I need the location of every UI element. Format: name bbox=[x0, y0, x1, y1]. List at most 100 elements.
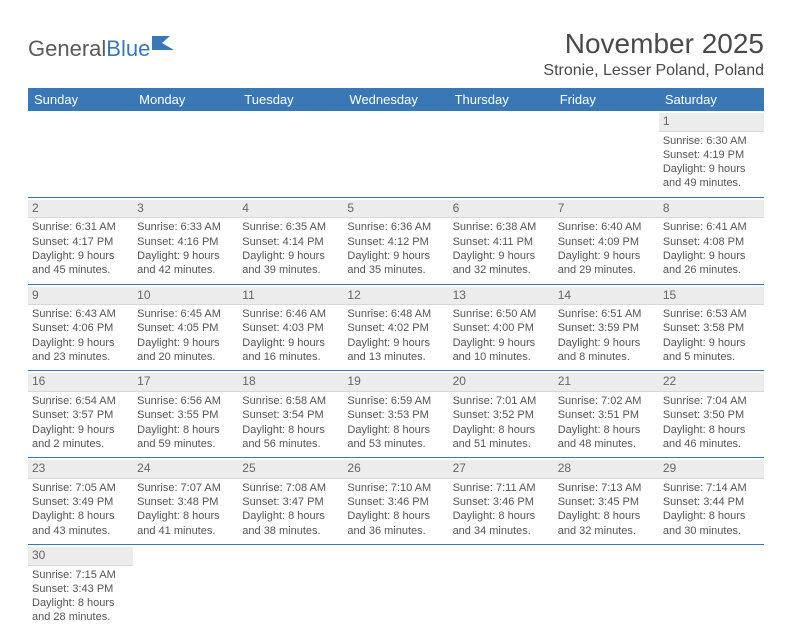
daylight-text: Daylight: 9 hours bbox=[663, 249, 760, 263]
sunset-text: Sunset: 3:45 PM bbox=[558, 495, 655, 509]
sunrise-text: Sunrise: 7:14 AM bbox=[663, 481, 760, 495]
calendar-day-cell: 21Sunrise: 7:02 AMSunset: 3:51 PMDayligh… bbox=[554, 371, 659, 458]
day-number: 9 bbox=[28, 287, 133, 306]
calendar-day-cell: 24Sunrise: 7:07 AMSunset: 3:48 PMDayligh… bbox=[133, 458, 238, 545]
sunset-text: Sunset: 4:08 PM bbox=[663, 235, 760, 249]
daylight-text: and 51 minutes. bbox=[453, 437, 550, 451]
day-number: 7 bbox=[554, 200, 659, 219]
sunset-text: Sunset: 3:43 PM bbox=[32, 582, 129, 596]
day-number: 29 bbox=[659, 460, 764, 479]
calendar-day-cell: 10Sunrise: 6:45 AMSunset: 4:05 PMDayligh… bbox=[133, 284, 238, 371]
daylight-text: Daylight: 9 hours bbox=[663, 162, 760, 176]
weekday-header: Sunday bbox=[28, 88, 133, 111]
daylight-text: Daylight: 9 hours bbox=[32, 249, 129, 263]
sunset-text: Sunset: 4:11 PM bbox=[453, 235, 550, 249]
daylight-text: and 34 minutes. bbox=[453, 524, 550, 538]
weekday-header: Friday bbox=[554, 88, 659, 111]
day-number: 22 bbox=[659, 373, 764, 392]
calendar-week-row: 2Sunrise: 6:31 AMSunset: 4:17 PMDaylight… bbox=[28, 197, 764, 284]
day-number: 2 bbox=[28, 200, 133, 219]
daylight-text: Daylight: 8 hours bbox=[137, 423, 234, 437]
daylight-text: Daylight: 9 hours bbox=[453, 249, 550, 263]
daylight-text: Daylight: 8 hours bbox=[347, 509, 444, 523]
daylight-text: Daylight: 8 hours bbox=[558, 509, 655, 523]
sunrise-text: Sunrise: 6:53 AM bbox=[663, 307, 760, 321]
sunrise-text: Sunrise: 6:59 AM bbox=[347, 394, 444, 408]
daylight-text: Daylight: 9 hours bbox=[242, 336, 339, 350]
daylight-text: and 32 minutes. bbox=[453, 263, 550, 277]
sunrise-text: Sunrise: 6:31 AM bbox=[32, 220, 129, 234]
daylight-text: Daylight: 8 hours bbox=[663, 509, 760, 523]
day-number: 11 bbox=[238, 287, 343, 306]
sunrise-text: Sunrise: 6:30 AM bbox=[663, 134, 760, 148]
daylight-text: and 23 minutes. bbox=[32, 350, 129, 364]
daylight-text: Daylight: 9 hours bbox=[558, 249, 655, 263]
sunrise-text: Sunrise: 6:36 AM bbox=[347, 220, 444, 234]
day-number: 17 bbox=[133, 373, 238, 392]
sunset-text: Sunset: 3:48 PM bbox=[137, 495, 234, 509]
day-number: 21 bbox=[554, 373, 659, 392]
daylight-text: Daylight: 8 hours bbox=[32, 509, 129, 523]
daylight-text: and 32 minutes. bbox=[558, 524, 655, 538]
daylight-text: and 26 minutes. bbox=[663, 263, 760, 277]
sunset-text: Sunset: 3:50 PM bbox=[663, 408, 760, 422]
weekday-header: Saturday bbox=[659, 88, 764, 111]
calendar-day-cell: 27Sunrise: 7:11 AMSunset: 3:46 PMDayligh… bbox=[449, 458, 554, 545]
day-number: 14 bbox=[554, 287, 659, 306]
calendar-week-row: 9Sunrise: 6:43 AMSunset: 4:06 PM Daylight… bbox=[28, 284, 764, 371]
day-number: 26 bbox=[343, 460, 448, 479]
title-block: November 2025 Stronie, Lesser Poland, Po… bbox=[543, 28, 764, 80]
daylight-text: and 39 minutes. bbox=[242, 263, 339, 277]
sunrise-text: Sunrise: 7:07 AM bbox=[137, 481, 234, 495]
calendar-day-cell: . bbox=[28, 111, 133, 197]
daylight-text: Daylight: 9 hours bbox=[347, 249, 444, 263]
sunrise-text: Sunrise: 6:33 AM bbox=[137, 220, 234, 234]
day-number: 30 bbox=[28, 547, 133, 566]
calendar-day-cell: . bbox=[449, 111, 554, 197]
daylight-text: and 41 minutes. bbox=[137, 524, 234, 538]
sunrise-text: Sunrise: 6:58 AM bbox=[242, 394, 339, 408]
daylight-text: and 28 minutes. bbox=[32, 610, 129, 624]
daylight-text: and 48 minutes. bbox=[558, 437, 655, 451]
calendar-day-cell: 6Sunrise: 6:38 AMSunset: 4:11 PMDaylight… bbox=[449, 197, 554, 284]
calendar-day-cell: 2Sunrise: 6:31 AMSunset: 4:17 PMDaylight… bbox=[28, 197, 133, 284]
calendar-day-cell: 15Sunrise: 6:53 AMSunset: 3:58 PMDayligh… bbox=[659, 284, 764, 371]
calendar-day-cell: . bbox=[238, 111, 343, 197]
weekday-header: Monday bbox=[133, 88, 238, 111]
weekday-header: Thursday bbox=[449, 88, 554, 111]
sunset-text: Sunset: 4:06 PM bbox=[32, 321, 129, 335]
flag-icon bbox=[152, 30, 174, 56]
sunset-text: Sunset: 4:00 PM bbox=[453, 321, 550, 335]
sunset-text: Sunset: 4:16 PM bbox=[137, 235, 234, 249]
day-number: 4 bbox=[238, 200, 343, 219]
day-number: 16 bbox=[28, 373, 133, 392]
calendar-day-cell: 3Sunrise: 6:33 AMSunset: 4:16 PMDaylight… bbox=[133, 197, 238, 284]
sunrise-text: Sunrise: 6:45 AM bbox=[137, 307, 234, 321]
daylight-text: Daylight: 8 hours bbox=[558, 423, 655, 437]
sunrise-text: Sunrise: 6:41 AM bbox=[663, 220, 760, 234]
sunrise-text: Sunrise: 6:38 AM bbox=[453, 220, 550, 234]
daylight-text: and 20 minutes. bbox=[137, 350, 234, 364]
daylight-text: and 38 minutes. bbox=[242, 524, 339, 538]
calendar-header-row: SundayMondayTuesdayWednesdayThursdayFrid… bbox=[28, 88, 764, 111]
logo-text-2: Blue bbox=[106, 36, 150, 62]
sunset-text: Sunset: 3:59 PM bbox=[558, 321, 655, 335]
daylight-text: and 13 minutes. bbox=[347, 350, 444, 364]
daylight-text: Daylight: 9 hours bbox=[137, 249, 234, 263]
day-number: 25 bbox=[238, 460, 343, 479]
daylight-text: Daylight: 9 hours bbox=[558, 336, 655, 350]
daylight-text: and 35 minutes. bbox=[347, 263, 444, 277]
sunrise-text: Sunrise: 6:43 AM bbox=[32, 307, 129, 321]
day-number: 20 bbox=[449, 373, 554, 392]
location: Stronie, Lesser Poland, Poland bbox=[543, 62, 764, 80]
calendar-day-cell: . bbox=[659, 544, 764, 630]
calendar-week-row: 23Sunrise: 7:05 AMSunset: 3:49 PMDayligh… bbox=[28, 458, 764, 545]
sunset-text: Sunset: 3:44 PM bbox=[663, 495, 760, 509]
daylight-text: Daylight: 8 hours bbox=[347, 423, 444, 437]
calendar-day-cell: . bbox=[133, 111, 238, 197]
daylight-text: and 45 minutes. bbox=[32, 263, 129, 277]
calendar-day-cell: . bbox=[343, 111, 448, 197]
header: GeneralBlue November 2025 Stronie, Lesse… bbox=[28, 28, 764, 80]
sunrise-text: Sunrise: 7:15 AM bbox=[32, 568, 129, 582]
calendar-day-cell: . bbox=[238, 544, 343, 630]
